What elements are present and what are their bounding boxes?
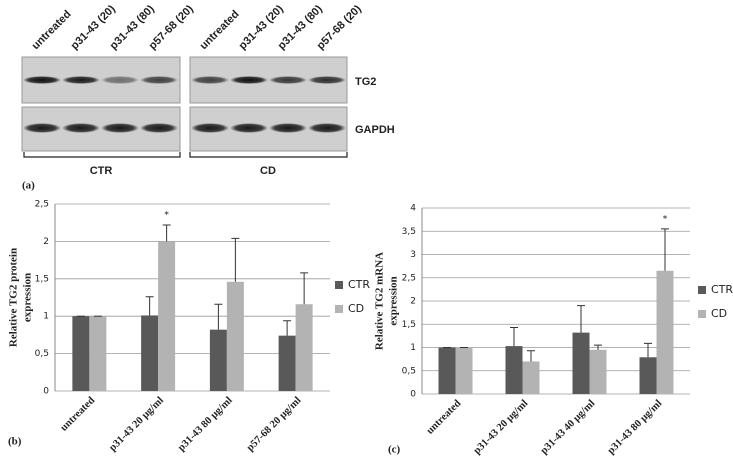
y-tick-label: 1: [43, 312, 49, 322]
bar: [72, 316, 90, 391]
error-bar: [300, 272, 309, 305]
y-axis-label: expression: [388, 276, 400, 325]
annotation: *: [663, 214, 668, 224]
y-tick-label: 3,5: [402, 227, 416, 237]
x-tick-label: p31-43 80 μg/ml: [176, 395, 235, 454]
y-tick-label: 0: [43, 387, 49, 397]
bar: [278, 335, 296, 391]
band: [269, 76, 307, 84]
band: [230, 123, 268, 133]
bar: [209, 329, 227, 391]
error-bar: [145, 296, 154, 316]
error-bar: [510, 327, 518, 347]
lane-label: untreated: [30, 8, 74, 52]
group-label: CD: [260, 165, 276, 177]
bar: [656, 270, 674, 394]
legend-label: CD: [711, 307, 727, 320]
group-label: CTR: [90, 165, 113, 177]
error-bar: [162, 224, 171, 242]
x-tick-label: p31-43 20 μg/ml: [107, 395, 166, 454]
bar: [639, 357, 657, 394]
legend-swatch: [698, 310, 706, 318]
y-tick-label: 2: [410, 297, 416, 307]
bar: [438, 347, 456, 394]
panel-label: (a): [22, 180, 35, 192]
row-label: TG2: [355, 76, 376, 88]
bar: [226, 281, 244, 391]
bar: [572, 332, 590, 394]
bar: [455, 347, 473, 394]
row-label: GAPDH: [355, 124, 395, 136]
y-tick-label: 2,5: [35, 200, 49, 210]
error-bar: [661, 228, 669, 271]
error-bar: [231, 237, 240, 282]
error-bar: [527, 350, 535, 362]
legend-swatch: [698, 286, 706, 294]
error-bar: [644, 342, 652, 358]
band: [23, 123, 61, 133]
y-tick-label: 2,5: [402, 273, 416, 283]
bar: [141, 315, 159, 391]
y-tick-label: 0,5: [35, 349, 49, 359]
legend-swatch: [335, 281, 343, 289]
band: [62, 123, 100, 133]
y-tick-label: 1: [410, 343, 416, 353]
x-tick-label: untreated: [59, 395, 98, 434]
bar: [505, 346, 523, 394]
x-tick-label: p31-43 20 μg/ml: [472, 398, 531, 457]
x-tick-label: p31-43 40 μg/ml: [539, 398, 598, 457]
error-bar: [594, 344, 602, 350]
y-tick-label: 3: [410, 250, 416, 260]
annotation: *: [164, 210, 169, 220]
legend-swatch: [335, 305, 343, 313]
y-tick-label: 4: [410, 204, 416, 214]
band: [191, 76, 229, 84]
error-bar: [214, 303, 223, 330]
band: [101, 76, 139, 84]
bar: [295, 304, 313, 391]
group-bracket: [23, 152, 348, 158]
y-axis-label: Relative TG2 mRNA: [374, 252, 386, 350]
y-tick-label: 0,5: [402, 366, 416, 376]
y-axis-label: expression: [22, 273, 34, 322]
legend-label: CTR: [711, 283, 733, 296]
band: [308, 123, 346, 133]
legend-label: CTR: [348, 278, 370, 291]
bar: [522, 361, 540, 394]
band: [191, 123, 229, 133]
panel-label: (b): [8, 436, 22, 448]
x-tick-label: untreated: [425, 398, 464, 437]
y-tick-label: 2: [43, 237, 49, 247]
band: [140, 123, 178, 133]
panel-label: (c): [388, 444, 401, 456]
x-tick-label: p31-43 80 μg/ml: [606, 398, 665, 457]
band: [308, 76, 346, 84]
band: [269, 123, 307, 133]
error-bar: [283, 320, 292, 336]
error-bar: [577, 305, 585, 333]
legend-label: CD: [348, 302, 364, 315]
y-tick-label: 1,5: [35, 274, 49, 284]
bar: [89, 316, 107, 391]
band: [23, 76, 61, 84]
y-tick-label: 0: [410, 390, 416, 400]
bar: [589, 349, 607, 394]
band: [140, 76, 178, 84]
x-tick-label: p57-68 20 μg/ml: [245, 395, 304, 454]
band: [230, 76, 268, 84]
y-tick-label: 1,5: [402, 320, 416, 330]
band: [101, 123, 139, 133]
y-axis-label: Relative TG2 protein: [8, 248, 20, 347]
lane-label: untreated: [198, 8, 242, 52]
band: [62, 76, 100, 84]
bar: [158, 241, 176, 391]
